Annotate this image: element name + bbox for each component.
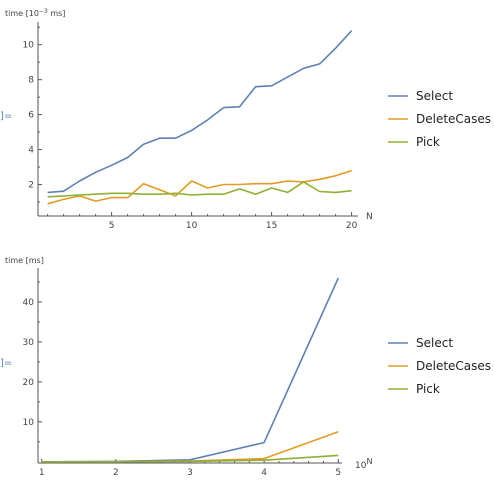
y-tick-label: 6 [28, 111, 34, 121]
series-line-pick [41, 454, 339, 463]
x-axis-label: 10N [355, 457, 372, 471]
legend-label-deletecases: DeleteCases [416, 359, 491, 373]
y-tick-label: 8 [28, 76, 34, 86]
x-tick-label: 1 [39, 468, 45, 478]
legend-label-select: Select [416, 336, 453, 350]
y-tick-label: 4 [28, 146, 34, 156]
x-tick-label: 3 [187, 468, 193, 478]
legend-label-deletecases: DeleteCases [416, 112, 491, 126]
series-line-deletecases [41, 431, 339, 463]
series-line-select [47, 30, 353, 194]
y-tick-label: 40 [23, 298, 35, 308]
y-tick-label: 20 [23, 378, 35, 388]
y-tick-label: 10 [23, 418, 35, 428]
y-axis-label: time [ms] [5, 256, 44, 265]
x-tick-label: 20 [346, 221, 358, 231]
cell-output-marker: ]= [0, 358, 13, 369]
y-tick-label: 30 [23, 338, 35, 348]
x-tick-label: 2 [113, 468, 119, 478]
x-tick-label: 4 [261, 468, 267, 478]
cell-output-marker: ]= [0, 111, 13, 122]
legend-label-pick: Pick [416, 382, 440, 396]
series-line-pick [47, 181, 352, 198]
y-tick-label: 10 [23, 41, 35, 51]
y-axis-label: time [10−3 ms] [5, 8, 65, 18]
x-axis-label: N [366, 212, 373, 222]
x-tick-label: 10 [186, 221, 198, 231]
x-tick-label: 15 [266, 221, 277, 231]
x-tick-label: 5 [335, 468, 341, 478]
y-tick-label: 2 [28, 181, 34, 191]
x-tick-label: 5 [109, 221, 115, 231]
legend-label-pick: Pick [416, 135, 440, 149]
series-line-deletecases [47, 169, 352, 205]
legend-label-select: Select [416, 89, 453, 103]
series-line-select [41, 277, 340, 463]
